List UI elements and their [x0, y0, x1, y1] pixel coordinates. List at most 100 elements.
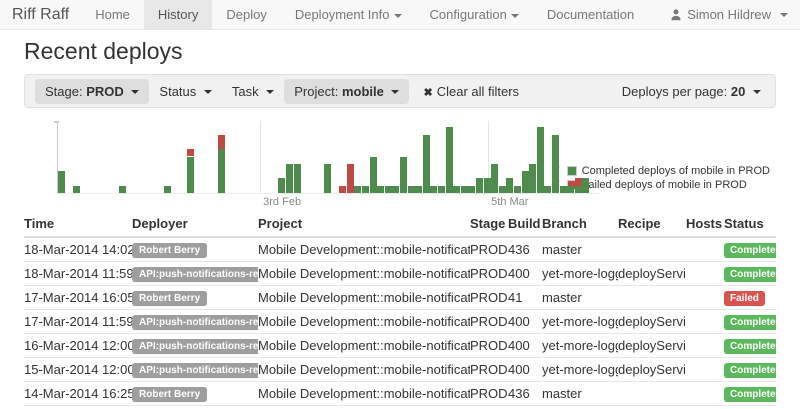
user-menu[interactable]: Simon Hildrew — [658, 0, 800, 29]
x-axis-line — [57, 193, 601, 194]
status-badge: Completed — [724, 315, 776, 330]
chart-bar-completed — [164, 185, 172, 193]
stage-filter-dropdown[interactable]: Stage: PROD — [35, 78, 150, 104]
legend-item-completed[interactable]: ✓ Completed deploys of mobile in PROD — [553, 164, 770, 178]
chart-bar-completed — [445, 127, 453, 193]
column-header-hosts: Hosts — [686, 212, 724, 238]
cell-build: 400 — [508, 261, 542, 286]
nav-item-history[interactable]: History — [143, 0, 213, 29]
cell-project: Mobile Development::mobile-notifications — [258, 357, 470, 382]
chevron-down-icon — [780, 12, 788, 17]
chevron-down-icon — [753, 90, 761, 95]
cell-branch: master — [542, 405, 618, 409]
user-name: Simon Hildrew — [687, 6, 771, 22]
chart-bar-completed — [476, 178, 483, 193]
status-badge: Completed — [724, 243, 776, 258]
chart-bar-completed — [384, 185, 392, 193]
cell-build: 400 — [508, 333, 542, 358]
cell-stage: PROD — [470, 261, 508, 286]
table-row[interactable]: 16-Mar-2014 12:00:00API:push-notificatio… — [24, 333, 776, 358]
table-row[interactable]: 18-Mar-2014 11:59:59API:push-notificatio… — [24, 261, 776, 286]
nav-item-deployment-info[interactable]: Deployment Info — [281, 0, 416, 29]
cell-build: 436 — [508, 381, 542, 406]
cell-branch: yet-more-logging — [542, 333, 618, 358]
cell-time: 18-Mar-2014 14:02:27 — [24, 236, 132, 262]
chart-bar-failed — [574, 178, 582, 186]
deployer-badge: API:push-notifications-rebooter — [132, 363, 258, 378]
cell-recipe: deployServices — [618, 333, 686, 358]
cell-deployer: Robert Berry — [132, 381, 258, 406]
table-header-row: Time Deployer Project Stage Build Branch Recip… — [24, 212, 776, 238]
y-axis-line — [57, 122, 58, 193]
chart-bar-completed — [415, 185, 423, 193]
filter-bar: Stage: PROD Status Task Project: mobile … — [24, 74, 776, 108]
chart-bar-completed — [552, 134, 559, 193]
table-row[interactable]: 15-Mar-2014 12:00:00API:push-notificatio… — [24, 357, 776, 382]
chart-bar-completed — [506, 178, 514, 193]
cell-deployer: Robert Berry — [132, 405, 258, 409]
cell-build: 41 — [508, 285, 542, 310]
nav-item-deploy[interactable]: Deploy — [226, 7, 267, 22]
main-content: Recent deploys Stage: PROD Status Task P… — [0, 38, 800, 409]
chart-bar-completed — [574, 185, 582, 193]
cell-hosts — [686, 261, 724, 286]
deployer-badge: Robert Berry — [132, 243, 208, 258]
chart-bar-completed — [324, 163, 331, 193]
cell-hosts — [686, 309, 724, 334]
task-filter-dropdown[interactable]: Task — [222, 79, 284, 104]
cell-deployer: API:push-notifications-rebooter — [132, 261, 258, 286]
chevron-down-icon — [266, 90, 275, 95]
project-filter-dropdown[interactable]: Project: mobile — [284, 78, 410, 104]
deploys-per-page-dropdown[interactable]: Deploys per page: 20 — [622, 84, 765, 99]
cell-deployer: API:push-notifications-rebooter — [132, 309, 258, 334]
y-axis-tick — [54, 121, 59, 123]
nav-item-home[interactable]: Home — [95, 7, 130, 22]
chart-bar-completed — [559, 185, 567, 193]
per-page-prefix: Deploys per page: — [621, 83, 728, 99]
nav-item-label: Configuration — [429, 7, 507, 22]
chart-bar-completed — [118, 185, 126, 193]
cell-hosts — [686, 333, 724, 358]
close-icon: ✖ — [423, 86, 433, 99]
chart-bar-completed — [354, 185, 362, 193]
chart-bar-failed — [346, 163, 354, 193]
deployer-badge: API:push-notifications-rebooter — [132, 267, 258, 282]
chart-bar-completed — [422, 134, 430, 193]
task-filter-label: Task — [231, 83, 259, 99]
nav-item-documentation[interactable]: Documentation — [546, 7, 635, 22]
table-row[interactable]: 17-Mar-2014 11:59:59API:push-notificatio… — [24, 309, 776, 334]
chart-bar-completed — [392, 185, 400, 193]
brand-link[interactable]: Riff Raff — [12, 6, 70, 23]
chevron-down-icon — [391, 90, 400, 95]
table-row[interactable]: 17-Mar-2014 16:05:27Robert Berry Mobile D… — [24, 285, 776, 310]
deployer-badge: API:push-notifications-rebooter — [132, 315, 258, 330]
chart-bar-failed — [217, 134, 225, 150]
chart-bar-completed — [582, 178, 590, 193]
cell-recipe — [618, 285, 686, 310]
cell-project: Mobile Development::mobile-notifications… — [258, 285, 470, 310]
cell-status: Completed — [724, 405, 776, 409]
cell-time: 17-Mar-2014 16:05:27 — [24, 285, 132, 310]
user-icon — [671, 9, 681, 21]
navbar: Riff Raff Home History Deploy Deployment… — [0, 0, 800, 30]
status-filter-dropdown[interactable]: Status — [149, 79, 221, 104]
page-title: Recent deploys — [24, 38, 183, 64]
chart-bar-completed — [293, 163, 301, 193]
stage-filter-prefix: Stage: — [45, 83, 83, 99]
chart-bar-completed — [529, 163, 537, 193]
cell-status: Completed — [724, 357, 776, 382]
clear-all-filters-button[interactable]: ✖ Clear all filters — [423, 84, 519, 99]
cell-build: 434 — [508, 405, 542, 409]
cell-time: 14-Mar-2014 15:10:28 — [24, 405, 132, 409]
chevron-down-icon — [203, 90, 212, 95]
nav-item-configuration[interactable]: Configuration — [416, 0, 533, 29]
navbar-spacer — [648, 0, 658, 29]
chart-bar-completed — [58, 171, 65, 193]
table-row[interactable]: 18-Mar-2014 14:02:27Robert Berry Mobile D… — [24, 236, 776, 262]
nav-item-label: Deployment Info — [294, 7, 390, 22]
chart-bar-completed — [498, 185, 506, 193]
cell-hosts — [686, 357, 724, 382]
cell-branch: master — [542, 285, 618, 310]
